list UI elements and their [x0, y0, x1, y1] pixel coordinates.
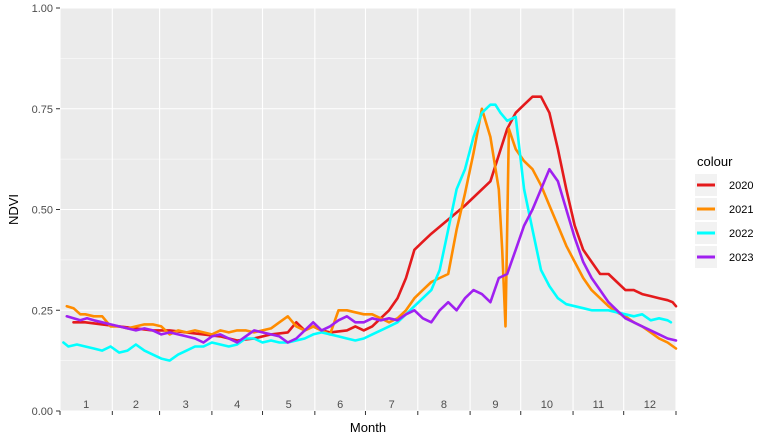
month-label: 12	[644, 399, 656, 411]
series-line-2022	[62, 103, 673, 362]
month-label: 6	[337, 399, 343, 411]
month-label: 7	[389, 399, 395, 411]
series-line-2023	[65, 167, 678, 344]
legend-label-2020: 2020	[729, 180, 753, 192]
month-label: 11	[593, 399, 604, 411]
month-label: 8	[441, 399, 447, 411]
y-tick-label: 0.00	[32, 406, 53, 418]
series-line-2021	[65, 107, 678, 350]
legend: colour 2020 2021 2022 2023	[695, 154, 753, 268]
y-tick-label: 0.75	[32, 104, 53, 116]
month-label: 2	[133, 399, 139, 411]
y-axis-title: NDVI	[6, 194, 21, 225]
series-lines	[62, 95, 678, 362]
month-label: 10	[541, 399, 553, 411]
legend-label-2022: 2022	[729, 228, 753, 240]
x-axis-title: Month	[350, 420, 386, 435]
month-label: 9	[492, 399, 498, 411]
month-label: 1	[83, 399, 89, 411]
month-label: 4	[234, 399, 240, 411]
y-tick-label: 1.00	[32, 3, 53, 15]
legend-label-2021: 2021	[729, 204, 753, 216]
axes: 0.000.250.500.751.001 2 3 4 5 6 7 8 9 10 11 12	[32, 3, 677, 418]
month-label: 3	[183, 399, 189, 411]
month-label: 5	[286, 399, 292, 411]
legend-label-2023: 2023	[729, 252, 753, 264]
legend-title: colour	[697, 154, 733, 169]
y-tick-label: 0.50	[32, 205, 53, 217]
y-tick-label: 0.25	[32, 305, 53, 317]
